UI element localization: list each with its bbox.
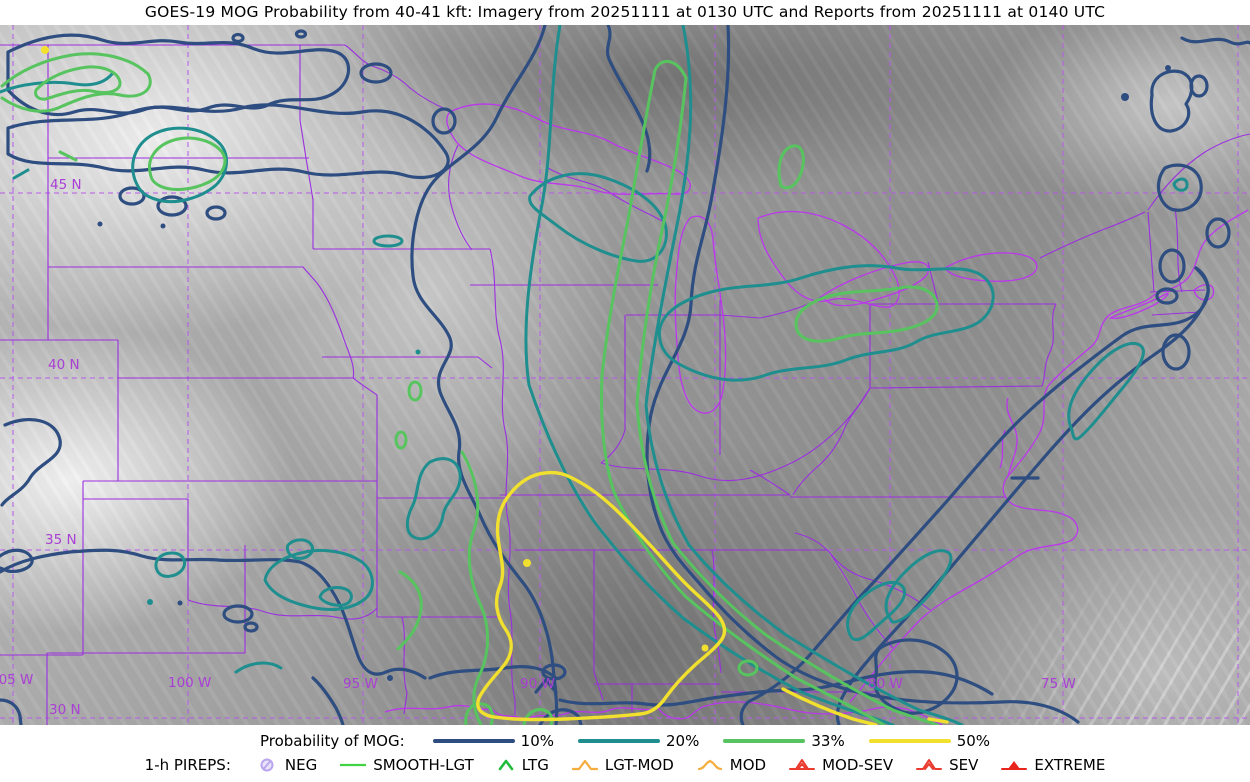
legend-item-label: LTG <box>521 756 549 774</box>
legend-item-label: EXTREME <box>1034 756 1106 774</box>
legend-item-sev: SEV <box>915 756 978 774</box>
lat-label-35n: 35 N <box>45 532 77 548</box>
lat-label-40n: 40 N <box>48 357 80 373</box>
legend-item-label: MOD-SEV <box>822 756 894 774</box>
legend-item-mod-sev: MOD-SEV <box>788 756 893 774</box>
contour-10pct-swatch <box>432 738 515 744</box>
contour-50pct-swatch <box>868 738 951 744</box>
lat-label-45n: 45 N <box>50 177 82 193</box>
legend-item-20pct: 20% <box>578 732 699 750</box>
satellite-map: 45 N 40 N 35 N 30 N 105 W 100 W 95 W 90 … <box>0 25 1250 725</box>
legend-item-label: SEV <box>949 756 979 774</box>
legend-item-label: MOD <box>729 756 767 774</box>
lon-label-105w: 105 W <box>0 672 34 688</box>
legend-probability: Probability of MOG: 10% 20% 33% 50% <box>0 732 1250 750</box>
contour-20pct-swatch <box>578 738 661 744</box>
contour-50pct-group <box>41 46 949 725</box>
legend-item-10pct: 10% <box>432 732 555 750</box>
lon-label-90w: 90 W <box>520 676 555 692</box>
smooth-line-icon <box>340 763 367 767</box>
legend-item-label: 10% <box>520 732 555 750</box>
legend-item-50pct: 50% <box>868 732 991 750</box>
lat-label-30n: 30 N <box>49 702 81 718</box>
legend-item-label: 20% <box>666 732 700 750</box>
coastlines-lakes <box>384 103 1249 725</box>
legend-item-mod: MOD <box>696 756 766 774</box>
lon-label-80w: 80 W <box>868 676 903 692</box>
legend-item-lgt-mod: LGT-MOD <box>571 756 674 774</box>
legend-pireps: 1-h PIREPS: NEG SMOOTH-LGT LTG LGT-MOD M… <box>0 756 1250 774</box>
legend-item-33pct: 33% <box>723 732 845 750</box>
lon-label-95w: 95 W <box>343 676 378 692</box>
caret-icon <box>498 759 514 771</box>
page-title: GOES-19 MOG Probability from 40-41 kft: … <box>144 3 1106 21</box>
triangle-caret-base-icon <box>789 759 816 770</box>
neg-circle-slash-icon <box>260 758 274 772</box>
legend-item-label: 33% <box>811 732 845 750</box>
legend-pireps-title: 1-h PIREPS: <box>144 756 231 774</box>
legend-probability-title: Probability of MOG: <box>259 732 405 750</box>
legend-item-label: 50% <box>956 732 991 750</box>
legend-item-smooth-lgt: SMOOTH-LGT <box>339 756 474 774</box>
caret-wings-icon <box>697 759 722 771</box>
contour-33pct-swatch <box>723 738 806 744</box>
legend-item-ltg: LTG <box>496 756 549 774</box>
double-caret-wings-icon <box>916 759 943 770</box>
lon-label-100w: 100 W <box>168 675 212 691</box>
map-overlay-svg <box>0 25 1250 725</box>
legend-item-neg: NEG <box>257 756 317 774</box>
legend-item-extreme: EXTREME <box>1000 756 1105 774</box>
legend-item-label: SMOOTH-LGT <box>373 756 474 774</box>
open-triangle-base-icon <box>571 759 598 771</box>
lon-label-75w: 75 W <box>1041 676 1076 692</box>
contour-33pct-group <box>0 52 940 725</box>
legend-item-label: LGT-MOD <box>604 756 674 774</box>
contour-20pct-group <box>0 25 1189 725</box>
legend-item-label: NEG <box>284 756 318 774</box>
filled-triangle-base-icon <box>1001 761 1028 770</box>
